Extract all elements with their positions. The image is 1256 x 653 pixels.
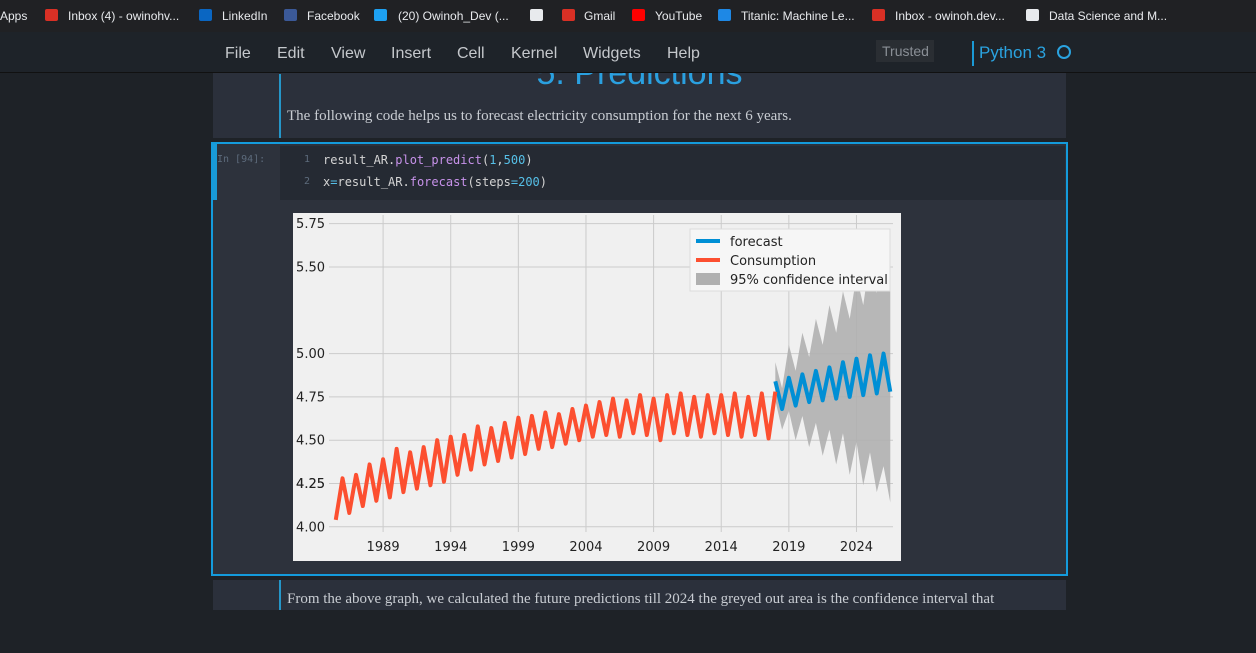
code-area[interactable]: 1 2 result_AR.plot_predict(1,500) x=resu… [280,146,1065,200]
x-tick-label: 2014 [705,540,738,555]
series-line [773,351,893,412]
x-tick-label: 1989 [367,540,400,555]
bookmark[interactable]: YouTube [655,9,703,23]
code-token: 500 [503,153,526,167]
code-token: ( [481,153,490,167]
markdown-cell[interactable]: From the above graph, we calculated the … [213,580,1066,610]
bookmark[interactable]: Facebook [307,9,360,23]
y-tick-label: 5.50 [296,260,325,275]
menu-item[interactable]: Cell [457,45,485,62]
code-cell[interactable]: In [94]: 1 2 result_AR.plot_predict(1,50… [211,142,1068,576]
bookmark-icon [374,9,387,21]
bookmark-icon [45,9,58,21]
legend-swatch [696,273,720,285]
line-number: 1 [303,154,310,165]
bookmarks-bar: Apps Inbox (4) - owinohv... LinkedIn Facebo… [0,0,1256,32]
bookmark[interactable]: Apps [0,9,28,23]
code-line: x=result_AR.forecast(steps=200) [323,175,547,189]
y-tick-label: 4.50 [296,434,325,449]
legend-label: forecast [730,235,783,250]
prompt: In [94]: [217,154,266,165]
code-token: result_AR. [337,175,410,189]
menu-item[interactable]: File [225,45,251,62]
x-tick-label: 2009 [637,540,670,555]
menu-item[interactable]: Edit [277,45,305,62]
menu-item[interactable]: Help [667,45,700,62]
bookmark[interactable]: (20) Owinoh_Dev (... [398,9,509,23]
y-tick-label: 5.00 [296,347,325,362]
bookmark[interactable]: Titanic: Machine Le... [741,9,855,23]
y-tick-label: 5.75 [296,217,325,232]
bookmark[interactable]: Data Science and M... [1049,9,1168,23]
menu-item[interactable]: Widgets [583,45,641,62]
code-token: ) [539,175,548,189]
code-token: result_AR. [323,153,396,167]
trusted-label: Trusted [882,43,929,59]
bookmark-icon [199,9,212,21]
menu-item[interactable]: Kernel [511,45,558,62]
code-token: 1 [489,153,497,167]
code-token: = [510,175,519,189]
y-tick-label: 4.75 [296,390,325,405]
bookmark[interactable]: Inbox - owinoh.dev... [895,9,1005,23]
trusted-badge[interactable]: Trusted [876,40,934,62]
code-token: ) [525,153,533,167]
cell-indicator [213,144,217,200]
bookmark-icon [284,9,297,21]
x-tick-label: 2019 [772,540,805,555]
code-line: result_AR.plot_predict(1,500) [323,153,533,167]
x-tick-label: 1994 [434,540,467,555]
legend-label: 95% confidence interval [730,273,888,288]
bookmark-icon [1026,9,1039,21]
x-tick-label: 2024 [840,540,873,555]
legend-label: Consumption [730,254,816,269]
cell-border [279,74,281,138]
menu-item[interactable]: View [331,45,366,62]
intro-text: The following code helps us to forecast … [287,108,792,124]
x-tick-label: 2004 [569,540,602,555]
code-token: x [323,175,331,189]
y-tick-label: 4.25 [296,477,325,492]
y-tick-label: 4.00 [296,520,325,535]
code-token: , [496,153,504,167]
code-token: forecast [409,175,468,189]
bookmark-icon[interactable] [530,9,543,21]
confidence-interval [775,240,891,503]
x-tick-label: 1999 [502,540,535,555]
bookmark[interactable]: LinkedIn [222,9,268,23]
bookmark[interactable]: Gmail [584,9,616,23]
divider [972,41,974,66]
legend-box [689,228,891,292]
menu-item[interactable]: Insert [391,45,432,62]
code-token: plot_predict [395,153,482,167]
menu-bar: Trusted Python 3 File Edit View Insert Cell K… [0,32,1256,73]
line-number: 2 [303,176,310,187]
series-line [333,391,778,521]
kernel-indicator [1057,45,1071,59]
code-token: (steps [467,175,511,189]
bookmark-icon [718,9,731,21]
code-token: 200 [518,175,540,189]
outro-text: From the above graph, we calculated the … [287,591,995,607]
bookmark-icon [632,9,645,21]
code-token: = [330,175,338,189]
bookmark[interactable]: Inbox (4) - owinohv... [68,9,180,23]
kernel-name: Python 3 [979,43,1047,62]
cell-border [279,580,281,610]
bookmark-icon [562,9,575,21]
y-tick-label: 4.25 [296,477,325,492]
bookmark-icon [872,9,885,21]
